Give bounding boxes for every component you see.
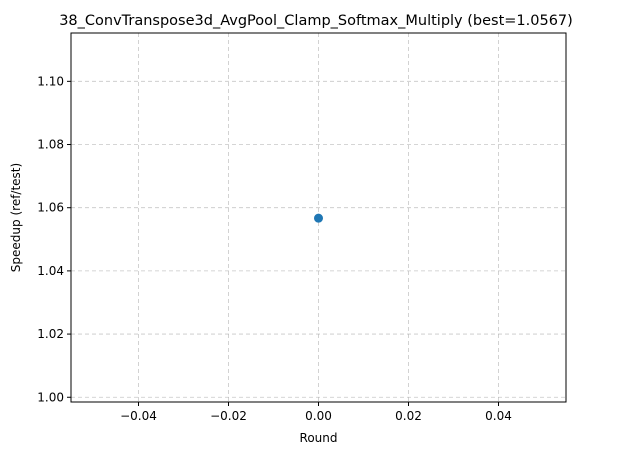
axes-layer: −0.04 −0.02 0.00 0.02 0.04 1.00 1.02 1.04 1.06 1.… [37, 74, 512, 423]
x-tick-label: 0.00 [305, 409, 332, 423]
y-tick-label: 1.00 [37, 390, 64, 404]
plot-frame [70, 32, 567, 403]
y-tick-label: 1.06 [37, 201, 64, 215]
y-tick-label: 1.02 [37, 327, 64, 341]
y-tick-label: 1.10 [37, 74, 64, 88]
x-tick-label: 0.02 [395, 409, 422, 423]
y-tick-label: 1.08 [37, 138, 64, 152]
x-axis-label: Round [300, 431, 338, 445]
y-tick-label: 1.04 [37, 264, 64, 278]
x-tick-label: −0.04 [120, 409, 157, 423]
chart-title: 38_ConvTranspose3d_AvgPool_Clamp_Softmax… [59, 13, 573, 29]
y-axis-label: Speedup (ref/test) [9, 163, 23, 272]
data-point [314, 213, 323, 223]
x-tick-label: 0.04 [485, 409, 512, 423]
points-layer [314, 213, 323, 223]
x-tick-label: −0.02 [210, 409, 247, 423]
